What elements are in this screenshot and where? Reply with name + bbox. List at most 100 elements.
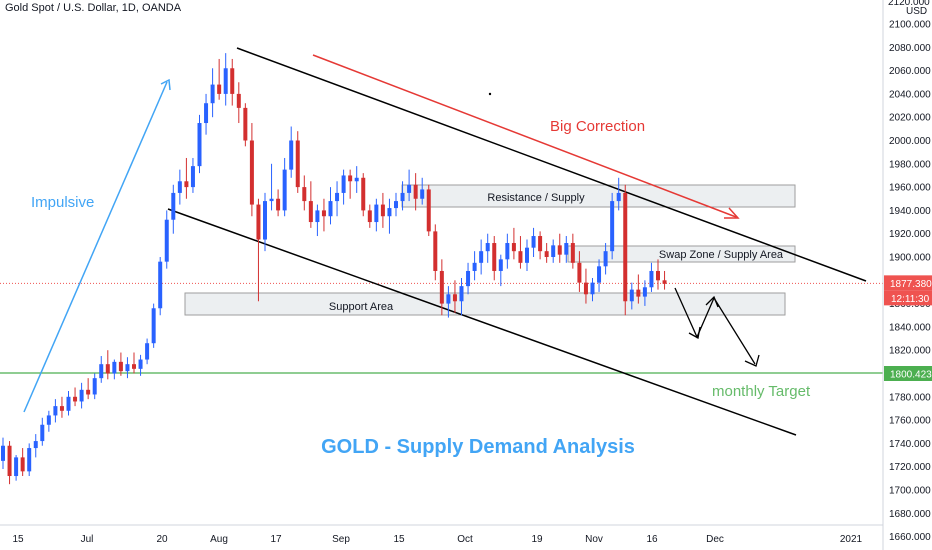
- candle-body: [629, 289, 634, 302]
- candle: [636, 274, 641, 304]
- candle: [394, 192, 398, 217]
- big-correction-label: Big Correction: [550, 118, 645, 135]
- candle-body: [66, 396, 71, 411]
- candle: [249, 123, 254, 217]
- resistance-supply-zone: [401, 184, 796, 208]
- candle-body: [413, 184, 418, 199]
- candle: [577, 251, 582, 292]
- candle: [151, 303, 156, 348]
- time-tick-label: Nov: [585, 534, 603, 545]
- candle: [446, 286, 451, 318]
- candle-body: [164, 219, 169, 262]
- candle-body: [1, 445, 5, 461]
- swap-zone-label: Swap Zone / Supply Area: [659, 249, 784, 261]
- candle-body: [348, 175, 353, 182]
- candle-body: [105, 364, 110, 374]
- candle: [656, 259, 660, 290]
- candle: [662, 270, 667, 290]
- candle-body: [315, 210, 320, 223]
- candle: [361, 173, 366, 217]
- candle-body: [492, 243, 497, 271]
- candle-body: [86, 389, 91, 395]
- impulsive-label: Impulsive: [31, 194, 94, 211]
- candle: [387, 198, 392, 234]
- big-correction-arrow: [312, 54, 737, 218]
- candle-body: [400, 192, 405, 202]
- time-tick-label: 17: [270, 534, 282, 545]
- candle-body: [662, 280, 667, 284]
- time-tick-label: 20: [156, 534, 168, 545]
- candle: [525, 239, 529, 271]
- candle: [531, 227, 536, 257]
- candle: [73, 387, 78, 407]
- candle-body: [433, 231, 438, 271]
- candle: [276, 189, 281, 217]
- candle-body: [302, 187, 307, 202]
- countdown-value: 12:11:30: [891, 294, 930, 305]
- candle: [642, 280, 647, 306]
- candle-body: [14, 457, 19, 477]
- candle-body: [276, 198, 281, 211]
- candle: [223, 53, 228, 106]
- candle: [40, 417, 45, 446]
- candle: [603, 243, 608, 275]
- candle: [138, 354, 143, 376]
- candle: [400, 181, 405, 211]
- candle-body: [616, 192, 621, 202]
- candle-body: [184, 181, 189, 188]
- candle-body: [99, 364, 104, 379]
- candle: [7, 441, 12, 485]
- candle: [649, 262, 654, 292]
- price-tick-label: 2000.000: [889, 136, 931, 147]
- candle-body: [249, 140, 254, 205]
- candle: [485, 233, 490, 263]
- candle: [623, 184, 628, 316]
- time-tick-label: Jul: [81, 534, 94, 545]
- candle-body: [446, 294, 451, 304]
- price-tick-label: 1720.000: [889, 462, 931, 473]
- candle-body: [53, 406, 58, 416]
- big-correction-arrowhead: [724, 207, 740, 219]
- candle-body: [269, 198, 274, 202]
- candle-body: [7, 445, 12, 477]
- impulsive-arrow: [23, 81, 168, 413]
- candle-body: [73, 396, 78, 402]
- support-area-zone: [184, 292, 786, 316]
- target-price-badge: [884, 366, 932, 381]
- candle-body: [33, 441, 38, 449]
- candle-body: [354, 177, 359, 182]
- candle: [256, 198, 261, 302]
- candle: [27, 443, 32, 477]
- candle: [616, 177, 621, 211]
- candle: [308, 181, 313, 228]
- candle-body: [158, 261, 163, 309]
- candle-body: [171, 192, 176, 220]
- channel-upper-line: [236, 47, 867, 282]
- candle-body: [243, 107, 248, 141]
- candle-body: [308, 201, 313, 223]
- candle-body: [256, 204, 261, 240]
- candle: [190, 157, 195, 193]
- candle: [518, 236, 523, 269]
- candle: [348, 169, 353, 199]
- time-tick-label: Oct: [457, 534, 473, 545]
- candle-body: [380, 204, 385, 217]
- candle-body: [557, 245, 562, 255]
- candle-body: [210, 84, 215, 104]
- candle: [551, 239, 556, 263]
- candle-body: [132, 364, 136, 369]
- candle-body: [472, 262, 477, 271]
- candle-body: [151, 308, 156, 344]
- candle: [204, 93, 209, 135]
- target-price-value: 1800.423: [890, 370, 932, 381]
- price-tick-label: 1760.000: [889, 416, 931, 427]
- projected-arrowhead-2: [705, 295, 719, 308]
- candle: [46, 410, 51, 432]
- candle: [99, 356, 104, 383]
- time-tick-label: Dec: [706, 534, 724, 545]
- candle-body: [190, 166, 195, 188]
- candle: [420, 177, 425, 205]
- candle-body: [145, 343, 150, 360]
- candle-body: [505, 243, 510, 260]
